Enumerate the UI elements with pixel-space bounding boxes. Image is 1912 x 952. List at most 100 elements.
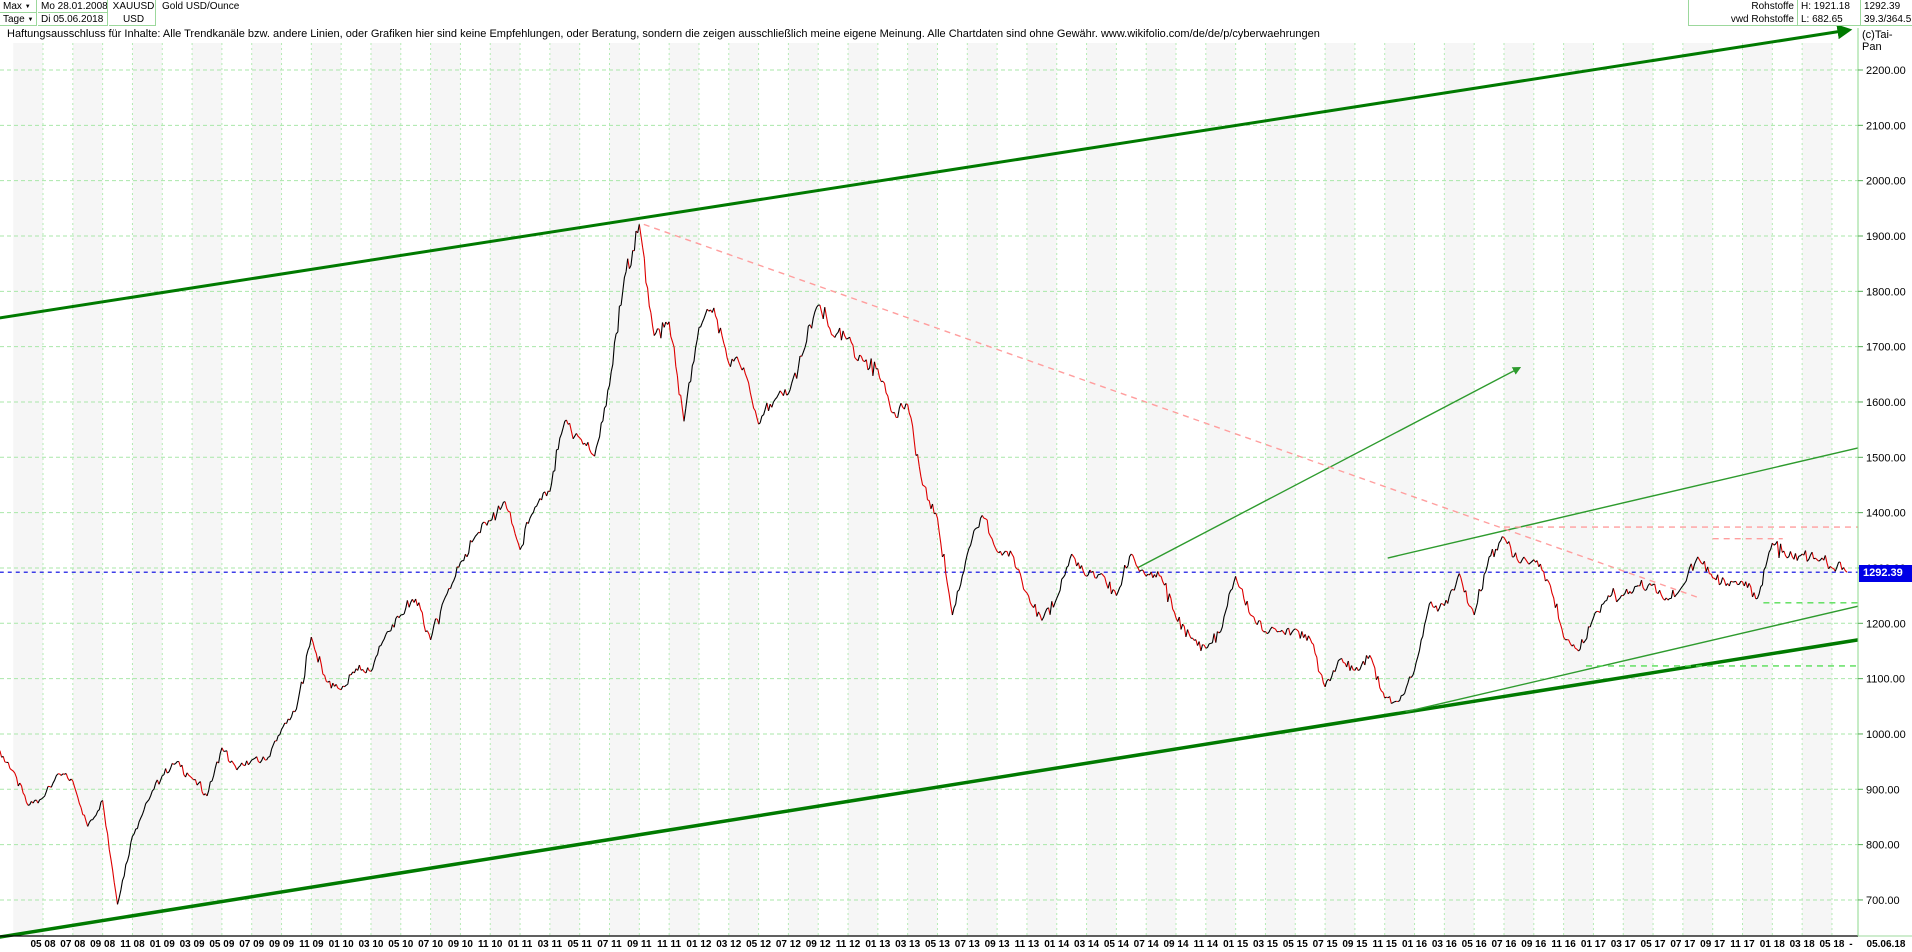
- axis-separator: -: [1849, 939, 1852, 950]
- svg-text:03 13: 03 13: [895, 939, 920, 950]
- svg-text:07 10: 07 10: [418, 939, 443, 950]
- copyright-label: (c)Tai-Pan: [1862, 29, 1893, 53]
- svg-text:11 15: 11 15: [1372, 939, 1397, 950]
- range-dropdown[interactable]: Max ▼: [0, 0, 37, 13]
- svg-text:1200.00: 1200.00: [1866, 618, 1906, 630]
- corner-date: 05.06.18: [1867, 939, 1906, 950]
- svg-text:03 11: 03 11: [538, 939, 563, 950]
- period-dropdown[interactable]: Tage ▼: [0, 13, 37, 26]
- svg-text:01 11: 01 11: [508, 939, 533, 950]
- svg-text:01 09: 01 09: [150, 939, 175, 950]
- svg-text:1500.00: 1500.00: [1866, 452, 1906, 464]
- svg-text:700.00: 700.00: [1866, 895, 1900, 907]
- channel-lower-thick: [0, 638, 1859, 939]
- svg-text:01 14: 01 14: [1044, 939, 1069, 950]
- svg-text:03 09: 03 09: [180, 939, 205, 950]
- chevron-down-icon: ▼: [27, 17, 34, 23]
- svg-text:09 14: 09 14: [1163, 939, 1188, 950]
- svg-text:07 15: 07 15: [1313, 939, 1338, 950]
- last-stat-cell: 1292.39 39.3/364.5: [1860, 0, 1912, 26]
- date-axis-labels: 05 08 07 08 09 08 11 08 01 09 03 09 05 09 07 09…: [30, 939, 1905, 950]
- svg-text:05 10: 05 10: [388, 939, 413, 950]
- svg-text:01 17: 01 17: [1581, 939, 1606, 950]
- svg-text:01 15: 01 15: [1223, 939, 1248, 950]
- svg-text:11 16: 11 16: [1551, 939, 1576, 950]
- price-axis-labels: 2200.00 2100.00 2000.00 1900.00 1800.00 1700.…: [1866, 65, 1906, 907]
- chart-title: Gold USD/Ounce: [157, 0, 1677, 13]
- svg-text:03 14: 03 14: [1074, 939, 1099, 950]
- start-date: Mo 28.01.2008: [38, 0, 108, 13]
- svg-text:07 12: 07 12: [776, 939, 801, 950]
- svg-text:05 14: 05 14: [1104, 939, 1129, 950]
- trend-annotations[interactable]: [0, 26, 1859, 939]
- svg-text:03 15: 03 15: [1253, 939, 1278, 950]
- svg-text:1000.00: 1000.00: [1866, 729, 1906, 741]
- end-date: Di 05.06.2018: [38, 13, 108, 26]
- svg-text:09 16: 09 16: [1521, 939, 1546, 950]
- mini-channel-lower: [1405, 605, 1859, 713]
- svg-text:01 12: 01 12: [686, 939, 711, 950]
- svg-text:1800.00: 1800.00: [1866, 286, 1906, 298]
- channel-upper-thick: [0, 26, 1853, 320]
- svg-text:11 12: 11 12: [836, 939, 861, 950]
- svg-text:2200.00: 2200.00: [1866, 65, 1906, 77]
- svg-text:05 12: 05 12: [746, 939, 771, 950]
- svg-text:800.00: 800.00: [1866, 840, 1900, 852]
- high-low-cell: H: 1921.18 L: 682.65: [1797, 0, 1860, 26]
- svg-text:900.00: 900.00: [1866, 784, 1900, 796]
- svg-text:2000.00: 2000.00: [1866, 176, 1906, 188]
- svg-text:11 11: 11 11: [657, 939, 681, 950]
- svg-text:11 09: 11 09: [299, 939, 324, 950]
- svg-text:07 08: 07 08: [60, 939, 85, 950]
- svg-text:05 11: 05 11: [567, 939, 592, 950]
- svg-text:03 12: 03 12: [716, 939, 741, 950]
- svg-text:07 17: 07 17: [1670, 939, 1695, 950]
- svg-text:01 16: 01 16: [1402, 939, 1427, 950]
- price-line-down: [0, 224, 1848, 905]
- chart-canvas[interactable]: 2200.00 2100.00 2000.00 1900.00 1800.00 1700.…: [0, 26, 1912, 952]
- background-stripes: [13, 43, 1832, 936]
- svg-text:07 14: 07 14: [1134, 939, 1159, 950]
- mini-channel-upper: [1387, 447, 1859, 559]
- svg-text:03 10: 03 10: [358, 939, 383, 950]
- svg-text:07 09: 07 09: [239, 939, 264, 950]
- svg-text:03 17: 03 17: [1611, 939, 1636, 950]
- feed-cell: Rohstoffe vwd Rohstoffe: [1688, 0, 1797, 26]
- svg-text:09 09: 09 09: [269, 939, 294, 950]
- disclaimer-text: Haftungsausschluss für Inhalte: Alle Tre…: [7, 28, 1320, 40]
- svg-text:07 13: 07 13: [955, 939, 980, 950]
- chevron-down-icon: ▼: [24, 4, 31, 10]
- svg-text:11 08: 11 08: [120, 939, 145, 950]
- svg-text:01 13: 01 13: [865, 939, 890, 950]
- svg-text:05 09: 05 09: [209, 939, 234, 950]
- symbol-cell: XAUUSD USD: [109, 0, 156, 26]
- svg-text:05 08: 05 08: [30, 939, 55, 950]
- svg-text:09 15: 09 15: [1342, 939, 1367, 950]
- svg-text:07 11: 07 11: [597, 939, 622, 950]
- svg-text:09 17: 09 17: [1700, 939, 1725, 950]
- price-line-up: [1, 224, 1845, 905]
- svg-text:05 17: 05 17: [1641, 939, 1666, 950]
- svg-text:05 13: 05 13: [925, 939, 950, 950]
- svg-text:1400.00: 1400.00: [1866, 508, 1906, 520]
- svg-text:11 10: 11 10: [478, 939, 503, 950]
- svg-text:09 12: 09 12: [806, 939, 831, 950]
- svg-text:01 10: 01 10: [329, 939, 354, 950]
- svg-text:1900.00: 1900.00: [1866, 231, 1906, 243]
- svg-text:05 18: 05 18: [1819, 939, 1844, 950]
- svg-text:05 15: 05 15: [1283, 939, 1308, 950]
- svg-text:03 16: 03 16: [1432, 939, 1457, 950]
- svg-text:11 17: 11 17: [1730, 939, 1755, 950]
- gridlines: [0, 43, 1858, 936]
- svg-text:07 16: 07 16: [1491, 939, 1516, 950]
- price-series: [0, 224, 1848, 905]
- svg-text:01 18: 01 18: [1760, 939, 1785, 950]
- svg-text:1100.00: 1100.00: [1866, 674, 1905, 686]
- svg-text:1600.00: 1600.00: [1866, 397, 1906, 409]
- svg-text:2100.00: 2100.00: [1866, 120, 1906, 132]
- svg-text:11 13: 11 13: [1015, 939, 1040, 950]
- svg-text:09 10: 09 10: [448, 939, 473, 950]
- fan-line-steep: [1136, 367, 1522, 569]
- svg-text:11 14: 11 14: [1194, 939, 1219, 950]
